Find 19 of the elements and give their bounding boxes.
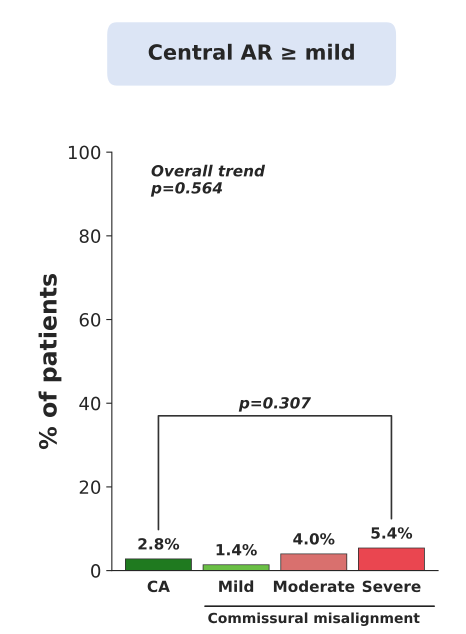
y-tick-label: 80 bbox=[80, 229, 100, 243]
y-tick-label: 100 bbox=[68, 146, 100, 160]
annotation: Overall trend p=0.564 bbox=[150, 164, 266, 197]
data-label: 5.4% bbox=[371, 527, 412, 539]
data-label: 4.0% bbox=[293, 533, 334, 545]
data-label: 1.4% bbox=[216, 544, 257, 556]
x-tick-label: Moderate bbox=[274, 580, 354, 592]
chart-title: Central AR ≥ mild bbox=[148, 44, 354, 60]
annotation: p=0.307 bbox=[238, 397, 311, 412]
data-label: 2.8% bbox=[138, 538, 180, 550]
x-tick-label: CA bbox=[148, 580, 170, 592]
y-tick-label: 60 bbox=[80, 312, 100, 327]
x-tick-label: Mild bbox=[219, 580, 254, 592]
y-tick-label: 0 bbox=[91, 564, 100, 578]
y-tick-label: 40 bbox=[79, 396, 100, 410]
text: Commissural misalignment bbox=[208, 612, 420, 626]
x-tick-label: Severe bbox=[362, 580, 420, 592]
y-axis-title: % of patients bbox=[38, 274, 62, 450]
y-tick-label: 20 bbox=[80, 480, 100, 494]
